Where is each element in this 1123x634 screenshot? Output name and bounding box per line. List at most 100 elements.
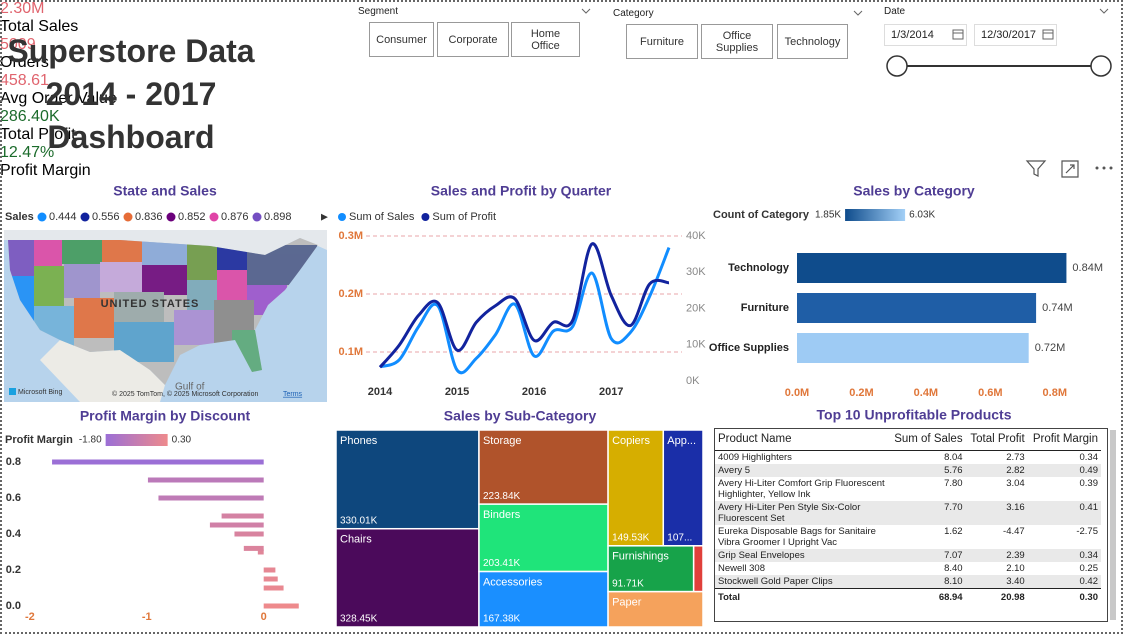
scrollbar[interactable] bbox=[1110, 430, 1116, 620]
map-provider-logo bbox=[9, 388, 16, 395]
data-label: 223.84K bbox=[483, 491, 521, 502]
table-row: Grip Seal Envelopes 7.07 2.39 0.34 bbox=[715, 549, 1101, 562]
table-row: 4009 Highlighters 8.04 2.73 0.34 bbox=[715, 451, 1101, 465]
y-tick-label: 0.6 bbox=[6, 492, 21, 504]
data-label: 0.74M bbox=[1042, 302, 1073, 314]
line-series bbox=[379, 247, 671, 375]
calendar-icon[interactable] bbox=[952, 29, 964, 40]
table-cell: 2.82 bbox=[965, 464, 1028, 477]
slicer-button[interactable]: Corporate bbox=[437, 22, 509, 57]
date-end[interactable]: 12/30/2017 bbox=[974, 24, 1057, 46]
slicer-label: Segment bbox=[358, 6, 399, 17]
table-cell: 0.49 bbox=[1027, 464, 1101, 477]
slicer-button[interactable]: Furniture bbox=[626, 24, 698, 59]
slicer-chevron[interactable] bbox=[580, 6, 592, 16]
slicer-button[interactable]: Technology bbox=[777, 24, 848, 59]
tile-label: Storage bbox=[483, 435, 522, 447]
bar bbox=[221, 513, 264, 519]
table-cell: 2.73 bbox=[1006, 452, 1025, 463]
table-cell: 1.62 bbox=[944, 526, 963, 537]
kpi-value: 2.30M bbox=[0, 0, 45, 17]
focus-icon[interactable] bbox=[1061, 160, 1079, 178]
table-cell: 0.39 bbox=[1079, 478, 1099, 489]
kpi-label: Profit Margin bbox=[0, 162, 91, 179]
legend-scroll-arrow[interactable]: ▶ bbox=[321, 211, 328, 221]
treemap-tile bbox=[478, 429, 609, 505]
data-label: 0.84M bbox=[1072, 262, 1103, 274]
bar bbox=[797, 253, 1067, 283]
bar bbox=[797, 333, 1029, 363]
slider-handle[interactable] bbox=[1090, 55, 1112, 77]
legend-gradient bbox=[845, 209, 906, 221]
slicer-button[interactable]: Consumer bbox=[369, 22, 434, 57]
x-tick-label: 0.0M bbox=[785, 387, 809, 399]
table-cell: Stockwell Gold Paper Clips bbox=[715, 575, 889, 589]
table-cell: 7.70 bbox=[889, 501, 966, 525]
y-tick-label: 0.1M bbox=[339, 346, 363, 358]
chart-title: Sales and Profit by Quarter bbox=[431, 183, 612, 199]
data-label: 107... bbox=[667, 532, 692, 543]
y-tick-label: 0.2M bbox=[339, 288, 363, 300]
y2-tick-label: 0K bbox=[686, 375, 700, 387]
date-start-text: 1/3/2014 bbox=[891, 29, 934, 41]
table-cell: Eureka Disposable Bags for Sanitaire Vib… bbox=[718, 526, 876, 548]
table-cell: 8.04 bbox=[944, 452, 963, 463]
tile-label: Copiers bbox=[612, 435, 650, 447]
y-tick-label: Technology bbox=[728, 262, 790, 274]
table-cell: 5.76 bbox=[889, 464, 966, 477]
legend-label: 0.444 bbox=[49, 211, 77, 223]
treemap-tile bbox=[478, 503, 609, 573]
filter-icon[interactable] bbox=[1025, 160, 1047, 177]
legend-label: 0.852 bbox=[178, 211, 206, 223]
legend-marker bbox=[421, 213, 430, 221]
x-tick-label: 0.2M bbox=[849, 387, 873, 399]
slider-handle[interactable] bbox=[886, 55, 908, 77]
tile-label: Accessories bbox=[483, 576, 543, 588]
bar bbox=[234, 531, 264, 537]
legend-label: Sum of Sales bbox=[349, 211, 415, 223]
data-label: 0.72M bbox=[1035, 342, 1066, 354]
x-tick-label: 0.8M bbox=[1043, 387, 1067, 399]
y2-tick-label: 30K bbox=[686, 266, 706, 278]
legend-marker bbox=[209, 212, 219, 222]
treemap-tile bbox=[692, 545, 704, 593]
table-cell: 0.34 bbox=[1027, 549, 1101, 562]
treemap-tile bbox=[335, 527, 480, 628]
table-cell: 4009 Highlighters bbox=[718, 452, 792, 463]
chart-title: Sales by Category bbox=[853, 183, 975, 199]
kpi-value: 12.47% bbox=[0, 144, 55, 161]
bar bbox=[797, 293, 1037, 323]
bar bbox=[257, 549, 264, 555]
y-tick-label: 0.0 bbox=[6, 600, 21, 612]
slicer-button[interactable]: Office Supplies bbox=[701, 24, 773, 59]
kpi-label: Orders bbox=[0, 54, 49, 71]
y2-tick-label: 20K bbox=[686, 302, 706, 314]
slicer-chevron[interactable] bbox=[852, 8, 864, 18]
kpi-label: Avg Order Value bbox=[0, 90, 117, 107]
date-range-slider[interactable] bbox=[884, 53, 1114, 79]
legend-label: 0.556 bbox=[92, 211, 120, 223]
x-tick-label: 0 bbox=[261, 611, 267, 623]
legend-title: Count of Category bbox=[713, 209, 810, 221]
table-cell: 8.10 bbox=[889, 575, 966, 589]
table-cell: 7.07 bbox=[889, 549, 966, 562]
date-start[interactable]: 1/3/2014 bbox=[884, 24, 967, 46]
slicer-button[interactable]: Home Office bbox=[511, 22, 580, 57]
slicer-chevron[interactable] bbox=[1098, 6, 1110, 16]
table-cell: 2.10 bbox=[1006, 563, 1025, 574]
map-label: Gulf of bbox=[175, 382, 205, 393]
data-label: 149.53K bbox=[612, 532, 650, 543]
map-terms[interactable]: Terms bbox=[283, 391, 303, 398]
more-options-icon[interactable] bbox=[1095, 166, 1113, 170]
calendar-icon[interactable] bbox=[1042, 29, 1054, 40]
table-total-row: Total 68.94 20.98 0.30 bbox=[715, 588, 1101, 604]
y-tick-label: 0.3M bbox=[339, 230, 363, 242]
chart-title: Profit Margin by Discount bbox=[80, 408, 251, 424]
table-total-cell: 20.98 bbox=[965, 588, 1028, 604]
y-tick-label: 0.4 bbox=[6, 528, 22, 540]
bar bbox=[263, 603, 299, 609]
visual-header-icons bbox=[1025, 160, 1113, 178]
table-cell: -4.47 bbox=[1003, 526, 1025, 537]
line-series bbox=[378, 242, 670, 369]
